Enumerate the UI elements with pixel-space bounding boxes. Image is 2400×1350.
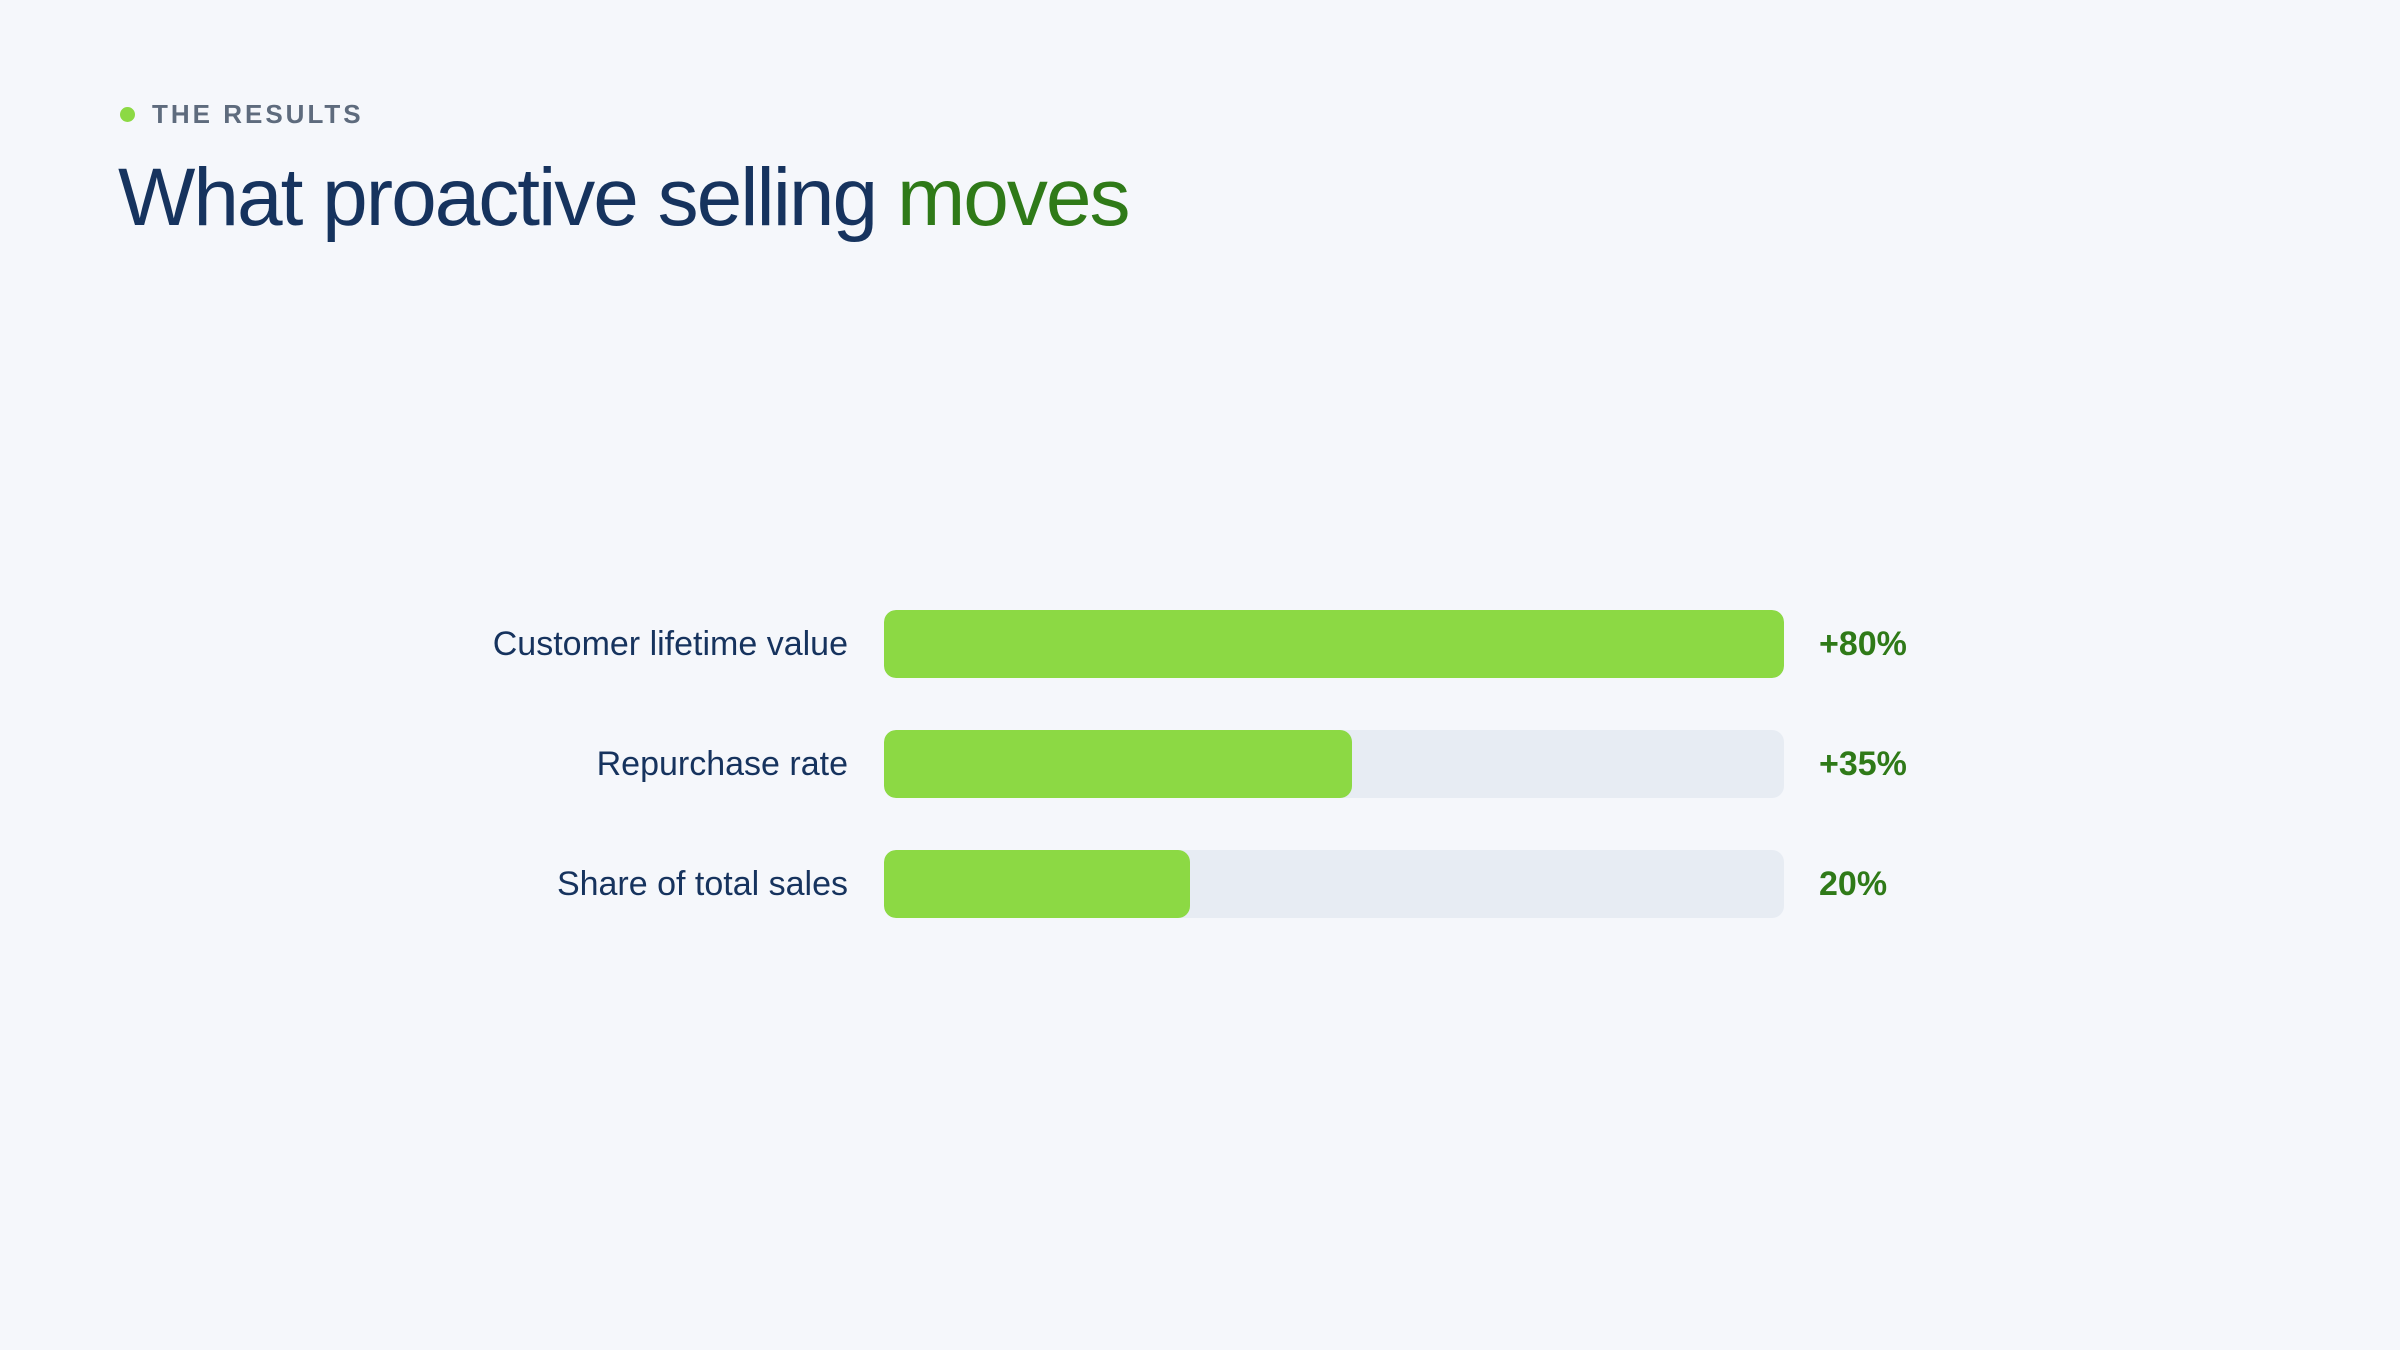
title-main: What proactive selling <box>118 152 897 243</box>
value-label: 20% <box>1819 865 1888 903</box>
value-label: +80% <box>1819 625 1907 663</box>
category-label: Customer lifetime value <box>492 625 848 663</box>
bar-track <box>884 730 1784 798</box>
page-title: What proactive selling moves <box>118 148 1131 248</box>
bar-track <box>884 610 1784 678</box>
bar-fill <box>884 850 1190 918</box>
bar-fill <box>884 610 1784 678</box>
bar-row: Customer lifetime value +80% <box>0 610 2400 678</box>
bar-fill <box>884 730 1352 798</box>
bar-row: Repurchase rate +35% <box>0 730 2400 798</box>
bar-row: Share of total sales 20% <box>0 850 2400 918</box>
category-label: Repurchase rate <box>596 745 848 783</box>
eyebrow-dot-icon <box>120 106 135 122</box>
eyebrow: THE RESULTS <box>120 97 364 131</box>
title-accent: moves <box>896 152 1131 243</box>
category-label: Share of total sales <box>556 865 848 903</box>
bar-track <box>884 850 1784 918</box>
value-label: +35% <box>1819 745 1907 783</box>
eyebrow-label: THE RESULTS <box>152 98 364 129</box>
